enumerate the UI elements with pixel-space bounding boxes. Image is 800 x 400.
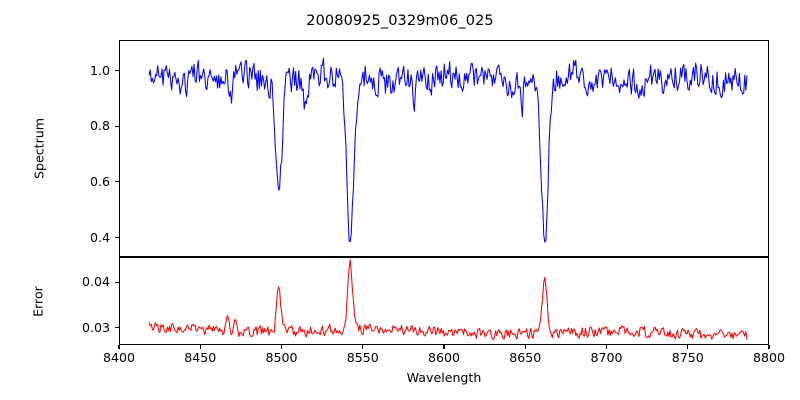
x-tick-mark	[524, 345, 526, 349]
x-tick-mark	[768, 345, 770, 349]
y-tick-mark-spectrum	[115, 125, 119, 127]
x-tick-mark	[605, 345, 608, 349]
y-tick-label-spectrum: 1.0	[89, 62, 110, 78]
y-tick-mark-error	[115, 281, 119, 283]
x-tick-label: 8600	[427, 350, 461, 365]
x-tick-mark	[280, 345, 283, 349]
spectrum-plot-area	[148, 57, 748, 243]
x-tick-mark	[199, 345, 201, 349]
spectrum-panel	[119, 40, 769, 257]
x-tick-label: 8650	[509, 350, 542, 365]
x-tick-label: 8500	[265, 350, 298, 365]
y-tick-mark-spectrum	[115, 70, 119, 72]
x-tick-mark	[687, 345, 689, 349]
y-tick-label-spectrum: 0.8	[89, 118, 110, 134]
x-tick-label: 8700	[590, 350, 623, 365]
x-tick-label: 8400	[102, 350, 136, 365]
x-tick-label: 8750	[671, 350, 704, 365]
y-axis-label-error: Error	[30, 286, 46, 317]
y-tick-label-spectrum: 0.4	[89, 229, 110, 245]
page-title: 20080925_0329m06_025	[306, 13, 494, 29]
y-tick-mark-spectrum	[115, 181, 119, 183]
error-plot-area	[148, 259, 748, 341]
y-axis-label-spectrum: Spectrum	[31, 117, 47, 180]
x-tick-mark	[443, 345, 445, 349]
x-tick-label: 8450	[184, 350, 217, 365]
y-tick-mark-spectrum	[115, 236, 119, 239]
y-tick-label-spectrum: 0.6	[89, 173, 110, 189]
x-tick-label: 8550	[346, 350, 379, 365]
error-panel	[119, 257, 769, 345]
x-tick-label: 8800	[752, 350, 786, 365]
y-tick-mark-error	[115, 327, 119, 329]
x-tick-mark	[362, 345, 364, 349]
x-axis-label: Wavelength	[406, 370, 482, 385]
error-trace	[148, 259, 748, 341]
y-tick-label-error: 0.03	[81, 319, 110, 335]
spectrum-trace	[148, 57, 748, 243]
y-tick-label-error: 0.04	[81, 274, 110, 290]
x-tick-mark	[118, 345, 120, 349]
